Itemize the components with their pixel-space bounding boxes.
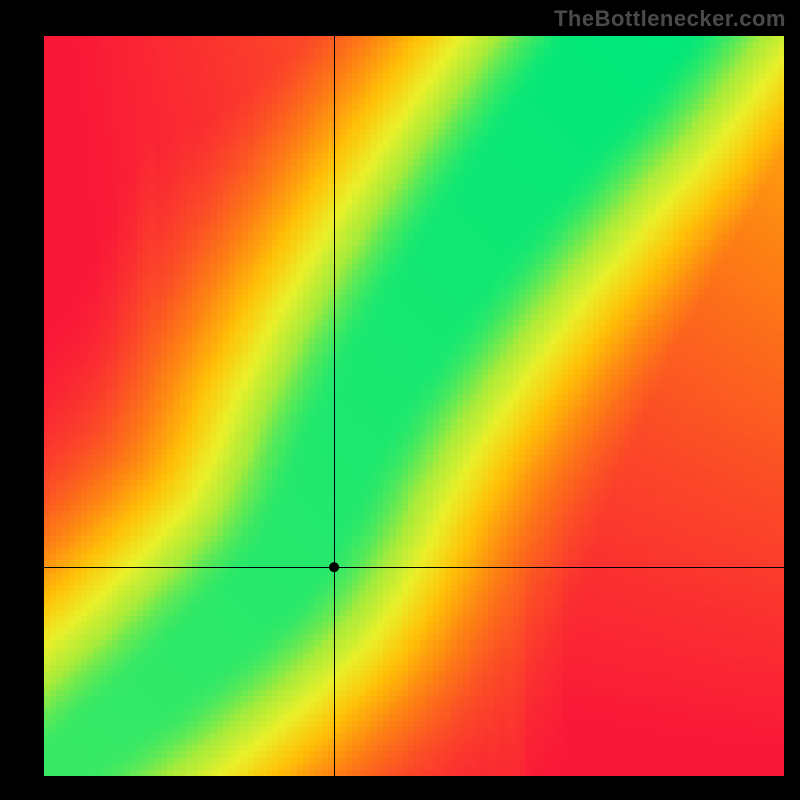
chart-container: TheBottlenecker.com — [0, 0, 800, 800]
bottleneck-heatmap — [0, 0, 800, 800]
watermark-text: TheBottlenecker.com — [554, 6, 786, 32]
